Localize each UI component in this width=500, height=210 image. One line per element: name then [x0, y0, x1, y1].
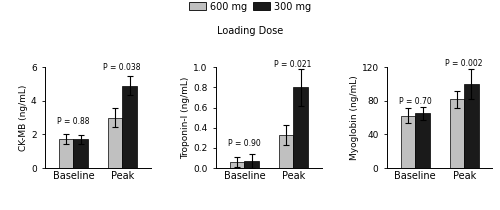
Y-axis label: CK-MB (ng/mL): CK-MB (ng/mL)	[19, 84, 28, 151]
Text: P = 0.88: P = 0.88	[57, 117, 90, 126]
Bar	[230, 162, 244, 168]
Bar	[464, 84, 479, 168]
Bar	[416, 113, 430, 168]
Bar	[278, 135, 293, 168]
Text: P = 0.002: P = 0.002	[446, 59, 483, 68]
Bar	[108, 118, 122, 168]
Y-axis label: Troponin-I (ng/mL): Troponin-I (ng/mL)	[182, 76, 190, 159]
Bar	[122, 86, 137, 168]
Y-axis label: Myoglobin (ng/mL): Myoglobin (ng/mL)	[350, 75, 358, 160]
Bar	[450, 99, 464, 168]
Bar	[74, 139, 88, 168]
Bar	[293, 87, 308, 168]
Text: P = 0.70: P = 0.70	[399, 97, 432, 105]
Text: P = 0.038: P = 0.038	[104, 63, 141, 72]
Text: P = 0.90: P = 0.90	[228, 139, 260, 148]
Legend: 600 mg, 300 mg: 600 mg, 300 mg	[188, 1, 312, 13]
Text: P = 0.021: P = 0.021	[274, 60, 312, 69]
Bar	[244, 161, 259, 168]
Bar	[400, 116, 415, 168]
Bar	[58, 139, 74, 168]
Text: Loading Dose: Loading Dose	[217, 26, 283, 36]
